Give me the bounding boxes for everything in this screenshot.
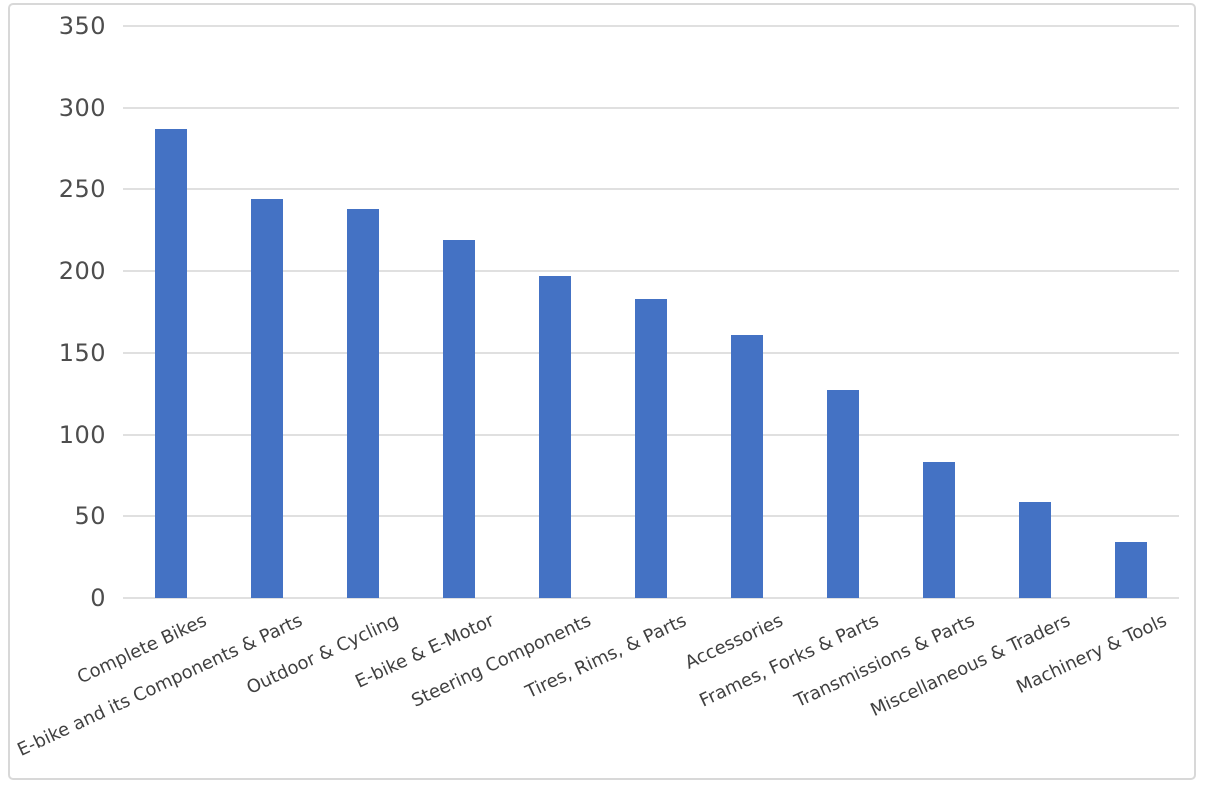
bar-outdoor-cycling: [347, 209, 379, 598]
bar-e-bike-and-its-components-parts: [251, 199, 283, 598]
y-tick-label: 100: [58, 420, 106, 449]
bar-e-bike-e-motor: [443, 240, 475, 598]
y-tick-label: 50: [74, 502, 106, 531]
bar-transmissions-parts: [923, 462, 955, 598]
bar-complete-bikes: [155, 129, 187, 598]
y-tick-label: 250: [58, 175, 106, 204]
bar-steering-components: [539, 276, 571, 598]
plot-area: [123, 25, 1179, 599]
bar-frames-forks-parts: [827, 390, 859, 598]
gridline-350: [123, 25, 1179, 27]
bar-machinery-tools: [1115, 542, 1147, 598]
y-tick-label: 300: [58, 93, 106, 122]
bar-accessories: [731, 335, 763, 598]
bar-miscellaneous-traders: [1019, 502, 1051, 598]
y-tick-label: 350: [58, 12, 106, 40]
gridline-0: [123, 597, 1179, 599]
y-tick-label: 200: [58, 257, 106, 286]
bar-tires-rims-parts: [635, 299, 667, 598]
y-tick-label: 150: [58, 338, 106, 367]
gridline-300: [123, 106, 1179, 109]
y-tick-label: 0: [90, 584, 106, 612]
gridline-200: [123, 270, 1179, 273]
gridline-250: [123, 188, 1179, 191]
chart-border-frame: [8, 3, 1196, 780]
